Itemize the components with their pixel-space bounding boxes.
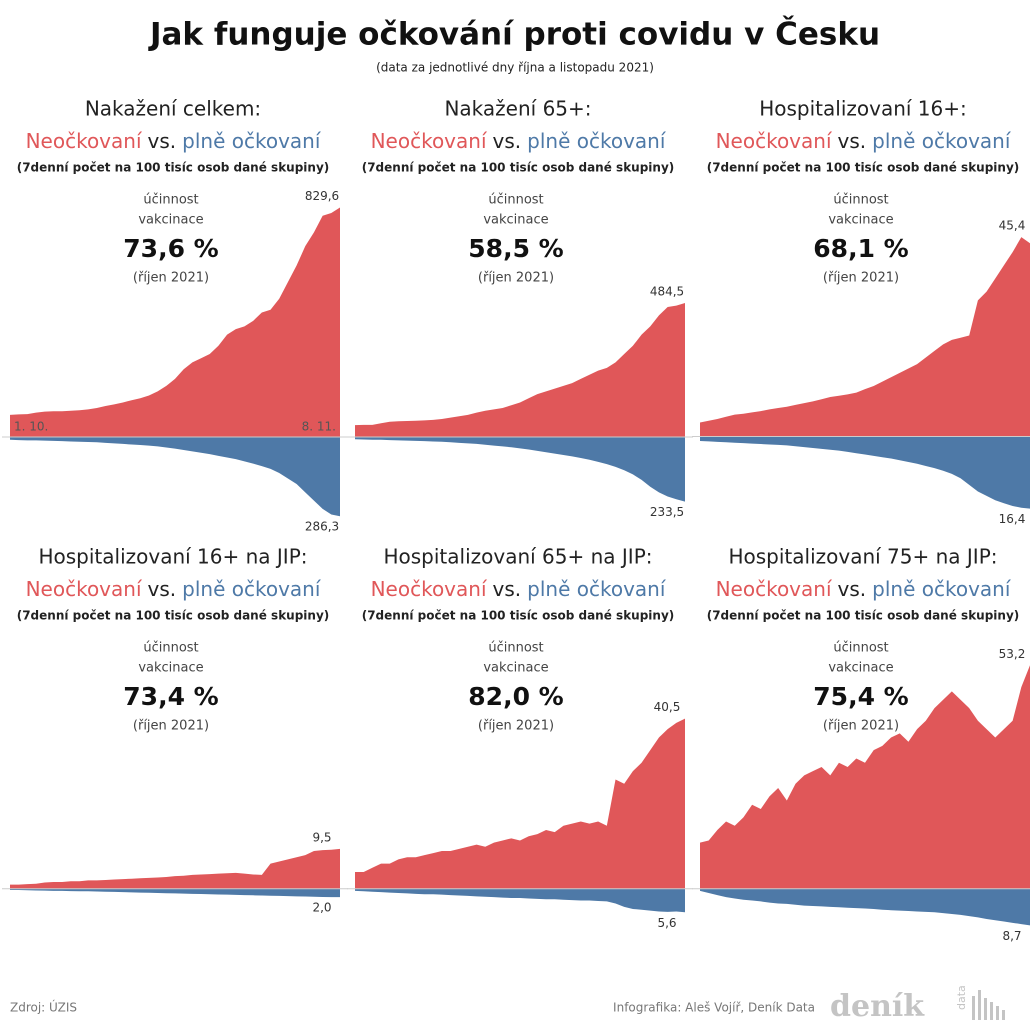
effect-caption: vakcinace (483, 661, 548, 676)
panel-legend: Neočkovaní vs. plně očkovaní (716, 129, 1012, 153)
effect-value: 58,5 % (468, 234, 563, 263)
effect-caption: účinnost (143, 641, 198, 656)
area (355, 888, 685, 913)
legend-entry: plně očkovaní (872, 129, 1012, 153)
effect-period: (říjen 2021) (133, 271, 209, 286)
value-label: 40,5 (654, 700, 681, 714)
logo-sub: data (955, 985, 968, 1010)
source: Zdroj: ÚZIS (10, 1000, 77, 1015)
effect-value: 68,1 % (813, 234, 908, 263)
value-label: 53,2 (999, 647, 1026, 661)
value-label: 233,5 (650, 505, 684, 519)
legend-connector: vs. (838, 577, 867, 601)
legend-entry: Neočkovaní (716, 129, 833, 153)
area (355, 718, 685, 889)
legend-entry: Neočkovaní (371, 129, 488, 153)
panel-title: Hospitalizovaní 16+: (759, 97, 967, 121)
value-label: 484,5 (650, 285, 684, 299)
legend-entry: Neočkovaní (371, 577, 488, 601)
credit: Infografika: Aleš Vojíř, Deník Data (613, 1001, 815, 1015)
panel-subtitle: (7denní počet na 100 tisíc osob dané sku… (707, 609, 1020, 623)
legend-entry: plně očkovaní (872, 577, 1012, 601)
legend-connector: vs. (493, 577, 522, 601)
effect-caption: vakcinace (138, 213, 203, 228)
area (700, 665, 1030, 889)
panel-title: Hospitalizovaní 16+ na JIP: (38, 545, 307, 569)
value-label: 2,0 (312, 901, 331, 915)
main-title: Jak funguje očkování proti covidu v Česk… (148, 16, 880, 53)
effect-value: 82,0 % (468, 682, 563, 711)
value-label: 45,4 (999, 219, 1026, 233)
area (700, 237, 1030, 437)
effect-caption: vakcinace (828, 661, 893, 676)
legend-entry: plně očkovaní (527, 577, 667, 601)
area (10, 207, 340, 438)
effect-period: (říjen 2021) (823, 719, 899, 734)
panel-legend: Neočkovaní vs. plně očkovaní (26, 129, 322, 153)
effect-period: (říjen 2021) (823, 271, 899, 286)
panel-subtitle: (7denní počet na 100 tisíc osob dané sku… (17, 609, 330, 623)
panel-title: Nakažení 65+: (444, 97, 591, 121)
effect-caption: účinnost (143, 193, 198, 208)
x-tick-label: 8. 11. (302, 420, 336, 434)
effect-period: (říjen 2021) (478, 271, 554, 286)
effect-caption: vakcinace (828, 213, 893, 228)
panel-title: Nakažení celkem: (85, 97, 261, 121)
x-tick-label: 1. 10. (14, 420, 48, 434)
panel-title: Hospitalizovaní 75+ na JIP: (728, 545, 997, 569)
effect-caption: účinnost (833, 193, 888, 208)
legend-connector: vs. (838, 129, 867, 153)
panel-legend: Neočkovaní vs. plně očkovaní (26, 577, 322, 601)
effect-value: 73,4 % (123, 682, 218, 711)
legend-entry: Neočkovaní (26, 577, 143, 601)
legend-entry: Neočkovaní (26, 129, 143, 153)
legend-connector: vs. (148, 577, 177, 601)
area (10, 848, 340, 889)
panel-legend: Neočkovaní vs. plně očkovaní (371, 577, 667, 601)
value-label: 9,5 (312, 830, 331, 844)
effect-period: (říjen 2021) (478, 719, 554, 734)
effect-value: 75,4 % (813, 682, 908, 711)
area (700, 436, 1030, 509)
effect-caption: účinnost (833, 641, 888, 656)
value-label: 829,6 (305, 189, 339, 203)
effect-caption: účinnost (488, 193, 543, 208)
panel-subtitle: (7denní počet na 100 tisíc osob dané sku… (707, 161, 1020, 175)
panel-title: Hospitalizovaní 65+ na JIP: (383, 545, 652, 569)
area (700, 888, 1030, 926)
panel-subtitle: (7denní počet na 100 tisíc osob dané sku… (362, 609, 675, 623)
area (10, 437, 340, 517)
legend-entry: Neočkovaní (716, 577, 833, 601)
area (355, 303, 685, 438)
effect-value: 73,6 % (123, 234, 218, 263)
legend-entry: plně očkovaní (182, 129, 322, 153)
logo: deník (830, 989, 925, 1024)
legend-entry: plně očkovaní (182, 577, 322, 601)
effect-caption: účinnost (488, 641, 543, 656)
main-subtitle: (data za jednotlivé dny října a listopad… (376, 61, 654, 75)
value-label: 5,6 (657, 916, 676, 930)
legend-entry: plně očkovaní (527, 129, 667, 153)
panel-subtitle: (7denní počet na 100 tisíc osob dané sku… (17, 161, 330, 175)
panel-legend: Neočkovaní vs. plně očkovaní (716, 577, 1012, 601)
value-label: 286,3 (305, 520, 339, 534)
value-label: 16,4 (999, 512, 1026, 526)
area (10, 888, 340, 898)
effect-period: (říjen 2021) (133, 719, 209, 734)
value-label: 8,7 (1002, 929, 1021, 943)
panel-subtitle: (7denní počet na 100 tisíc osob dané sku… (362, 161, 675, 175)
panel-legend: Neočkovaní vs. plně očkovaní (371, 129, 667, 153)
logo-bars (972, 990, 1005, 1020)
legend-connector: vs. (493, 129, 522, 153)
area (355, 437, 685, 502)
effect-caption: vakcinace (138, 661, 203, 676)
legend-connector: vs. (148, 129, 177, 153)
effect-caption: vakcinace (483, 213, 548, 228)
